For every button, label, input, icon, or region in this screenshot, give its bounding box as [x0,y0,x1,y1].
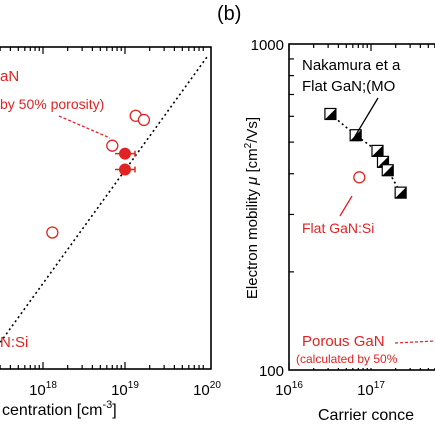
panel-b-label: (b) [217,3,241,25]
annotation-flat-gan-si: Flat GaN:Si [302,220,374,236]
panel-b-x-axis-label: Carrier conce [318,407,414,424]
annotation-nakamura-line2: Flat GaN;(MO [302,78,395,95]
filled-circle-point [119,147,131,160]
panel-a-points [46,109,151,239]
annotation-porous-box [293,328,435,368]
panel-b-connector-line [329,113,402,194]
open-circle-point [106,139,119,152]
panel-a-x-axis-label: centration [cm-3] [2,399,117,419]
annotation-flat-leader [339,195,353,217]
annotation-porous-gan: Porous GaN [302,333,385,350]
annotation-porous-leader [58,115,111,139]
panel-b-frame [288,43,435,371]
panel-a: 1018 1019 1020 centration [cm-3] aN by 5… [0,46,221,419]
open-circle-point [46,226,59,239]
open-circle-point [353,171,366,184]
annotation-porous-sub: by 50% porosity) [0,96,104,112]
annotation-nakamura-box [298,54,435,96]
connector-line [329,113,402,194]
annotation-nakamura-leader [353,97,379,139]
panel-b-points [324,107,407,199]
open-circle-point [137,113,151,127]
half-filled-square-point [394,186,407,199]
panel-a-x-ticks [0,47,204,369]
x-tick-label-1e17: 1017 [357,380,385,399]
panel-a-x-tick-labels: 1018 1019 1020 [29,380,221,399]
x-tick-label-1e19: 1019 [111,380,139,399]
x-tick-label-1e20: 1020 [193,380,221,399]
annotation-flat-label: N:Si [0,334,28,351]
panel-a-frame [0,46,212,370]
y-tick-label-100: 100 [259,363,284,380]
annotation-porous-leader [394,340,435,344]
annotation-nakamura-line1: Nakamura et a [302,57,401,74]
half-filled-square-point [381,164,394,177]
y-tick-label-1000: 1000 [251,37,284,54]
annotation-porous-calc: (calculated by 50% [296,352,398,366]
x-tick-label-1e16: 1016 [275,380,303,399]
panel-b-y-axis-label: Electron mobility μ [cm2/Vs] [243,117,261,299]
half-filled-square-point [371,144,384,157]
annotation-porous-title: aN [0,68,19,85]
filled-circle-point [119,163,131,176]
panel-b: (b) 1000 100 1016 1017 Carrier conce Ele… [217,3,435,424]
x-tick-label-1e18: 1018 [29,380,57,399]
half-filled-square-point [324,107,337,121]
